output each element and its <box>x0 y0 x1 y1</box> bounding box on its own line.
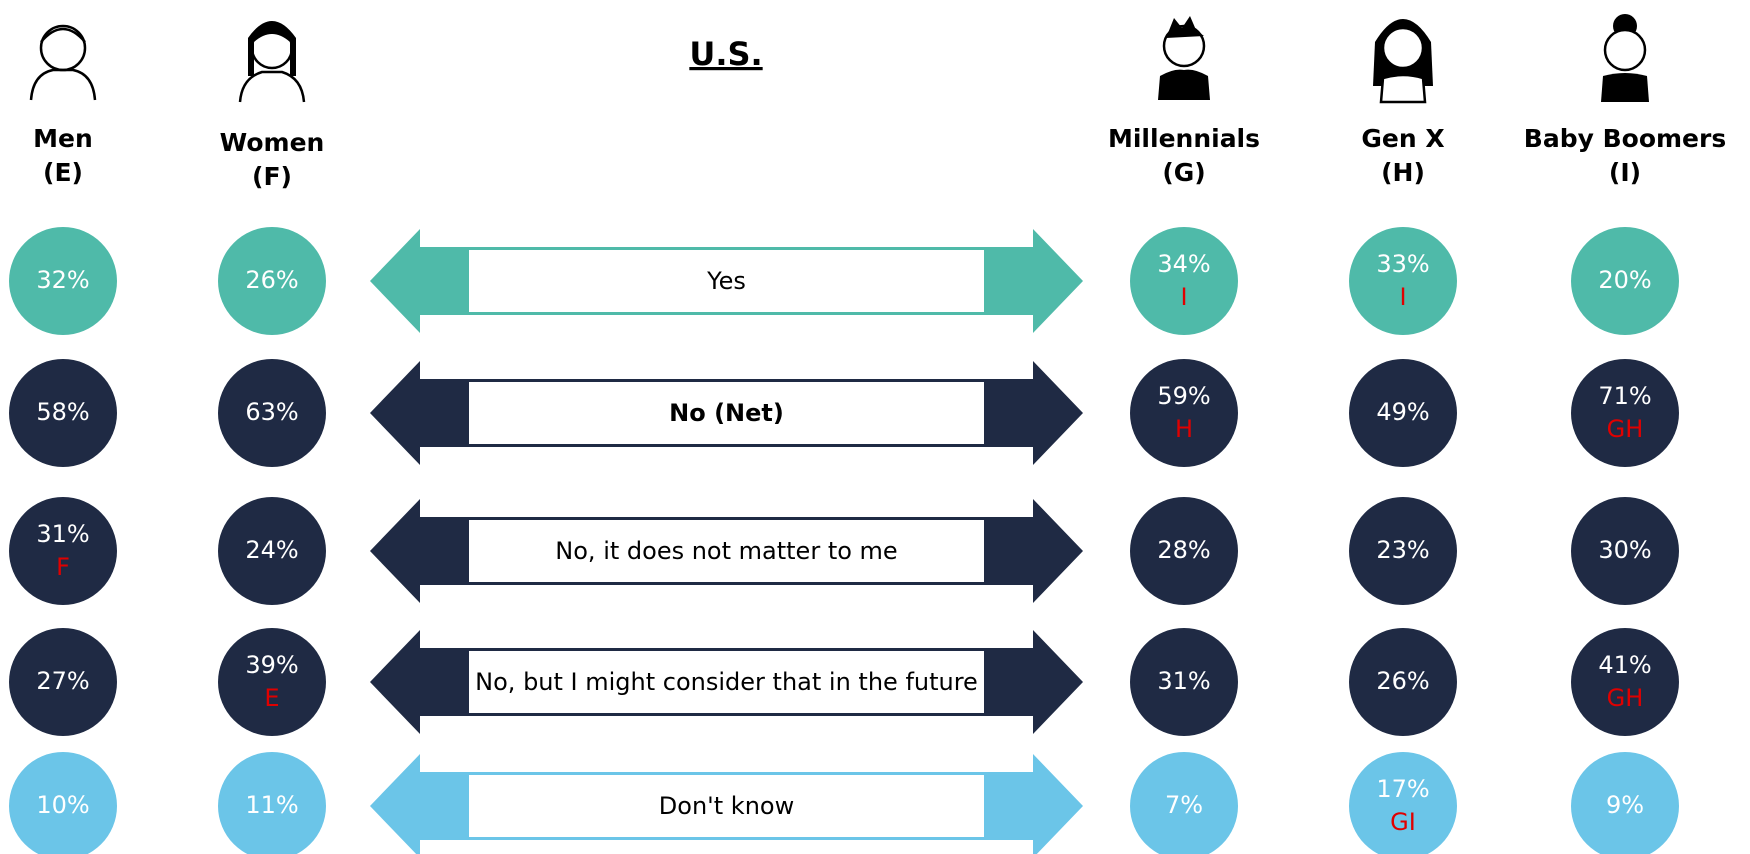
value-circle <box>1130 227 1238 335</box>
value: 26% <box>1376 667 1429 695</box>
icon-millennials <box>1158 16 1210 100</box>
icons <box>31 14 1649 102</box>
label-holder: No (Net) <box>469 382 984 444</box>
group-code: (E) <box>43 158 83 187</box>
significance: GI <box>1390 808 1416 836</box>
icon-genx <box>1373 19 1433 102</box>
value-circle <box>1571 628 1679 736</box>
value: 41% <box>1598 651 1651 679</box>
group-name: Men <box>33 124 93 153</box>
significance: GH <box>1607 684 1644 712</box>
value: 7% <box>1165 791 1203 819</box>
title: U.S. <box>689 35 762 73</box>
group-code: (H) <box>1381 158 1425 187</box>
value-circle <box>9 497 117 605</box>
value: 49% <box>1376 398 1429 426</box>
group-name: Millennials <box>1108 124 1260 153</box>
content: Men (E) Women (F) Millennials (G) Gen X (H) Baby… <box>9 124 1726 854</box>
label-holder: Don't know <box>469 775 984 837</box>
value: 10% <box>36 791 89 819</box>
significance: I <box>1180 283 1187 311</box>
label-holder: No, it does not matter to me <box>469 520 984 582</box>
value: 9% <box>1606 791 1644 819</box>
value: 24% <box>245 536 298 564</box>
icon-women <box>240 21 304 102</box>
value: 31% <box>1157 667 1210 695</box>
value: 71% <box>1598 382 1651 410</box>
group-code: (G) <box>1162 158 1205 187</box>
value: 34% <box>1157 250 1210 278</box>
value-circle <box>1349 752 1457 854</box>
group-code: (I) <box>1609 158 1641 187</box>
row-label: No, it does not matter to me <box>469 520 984 582</box>
significance: I <box>1399 283 1406 311</box>
value: 39% <box>245 651 298 679</box>
value: 58% <box>36 398 89 426</box>
value: 11% <box>245 791 298 819</box>
value: 27% <box>36 667 89 695</box>
group-code: (F) <box>252 162 292 191</box>
value-circle <box>1571 359 1679 467</box>
group-name: Baby Boomers <box>1524 124 1726 153</box>
row-label: No (Net) <box>469 382 984 444</box>
row-label: Don't know <box>469 775 984 837</box>
row-label: Yes <box>469 250 984 312</box>
value-circle <box>218 628 326 736</box>
value-circle <box>1349 227 1457 335</box>
value: 26% <box>245 266 298 294</box>
group-name: Women <box>220 128 325 157</box>
label-holder: Yes <box>469 250 984 312</box>
group-name: Gen X <box>1361 124 1444 153</box>
value: 28% <box>1157 536 1210 564</box>
value: 30% <box>1598 536 1651 564</box>
infographic: U.S. Men (E) Women (F) Millennials (G) Gen X (H… <box>0 0 1750 854</box>
row-label: No, but I might consider that in the fut… <box>469 651 984 713</box>
icon-boomers <box>1601 14 1649 102</box>
value: 32% <box>36 266 89 294</box>
significance: E <box>264 684 279 712</box>
label-holder: No, but I might consider that in the fut… <box>469 651 984 713</box>
icon-men <box>31 26 95 100</box>
value: 17% <box>1376 775 1429 803</box>
value: 23% <box>1376 536 1429 564</box>
significance: H <box>1175 415 1193 443</box>
value: 31% <box>36 520 89 548</box>
value: 59% <box>1157 382 1210 410</box>
value: 63% <box>245 398 298 426</box>
significance: GH <box>1607 415 1644 443</box>
significance: F <box>56 553 70 581</box>
value-circle <box>1130 359 1238 467</box>
value: 20% <box>1598 266 1651 294</box>
value: 33% <box>1376 250 1429 278</box>
